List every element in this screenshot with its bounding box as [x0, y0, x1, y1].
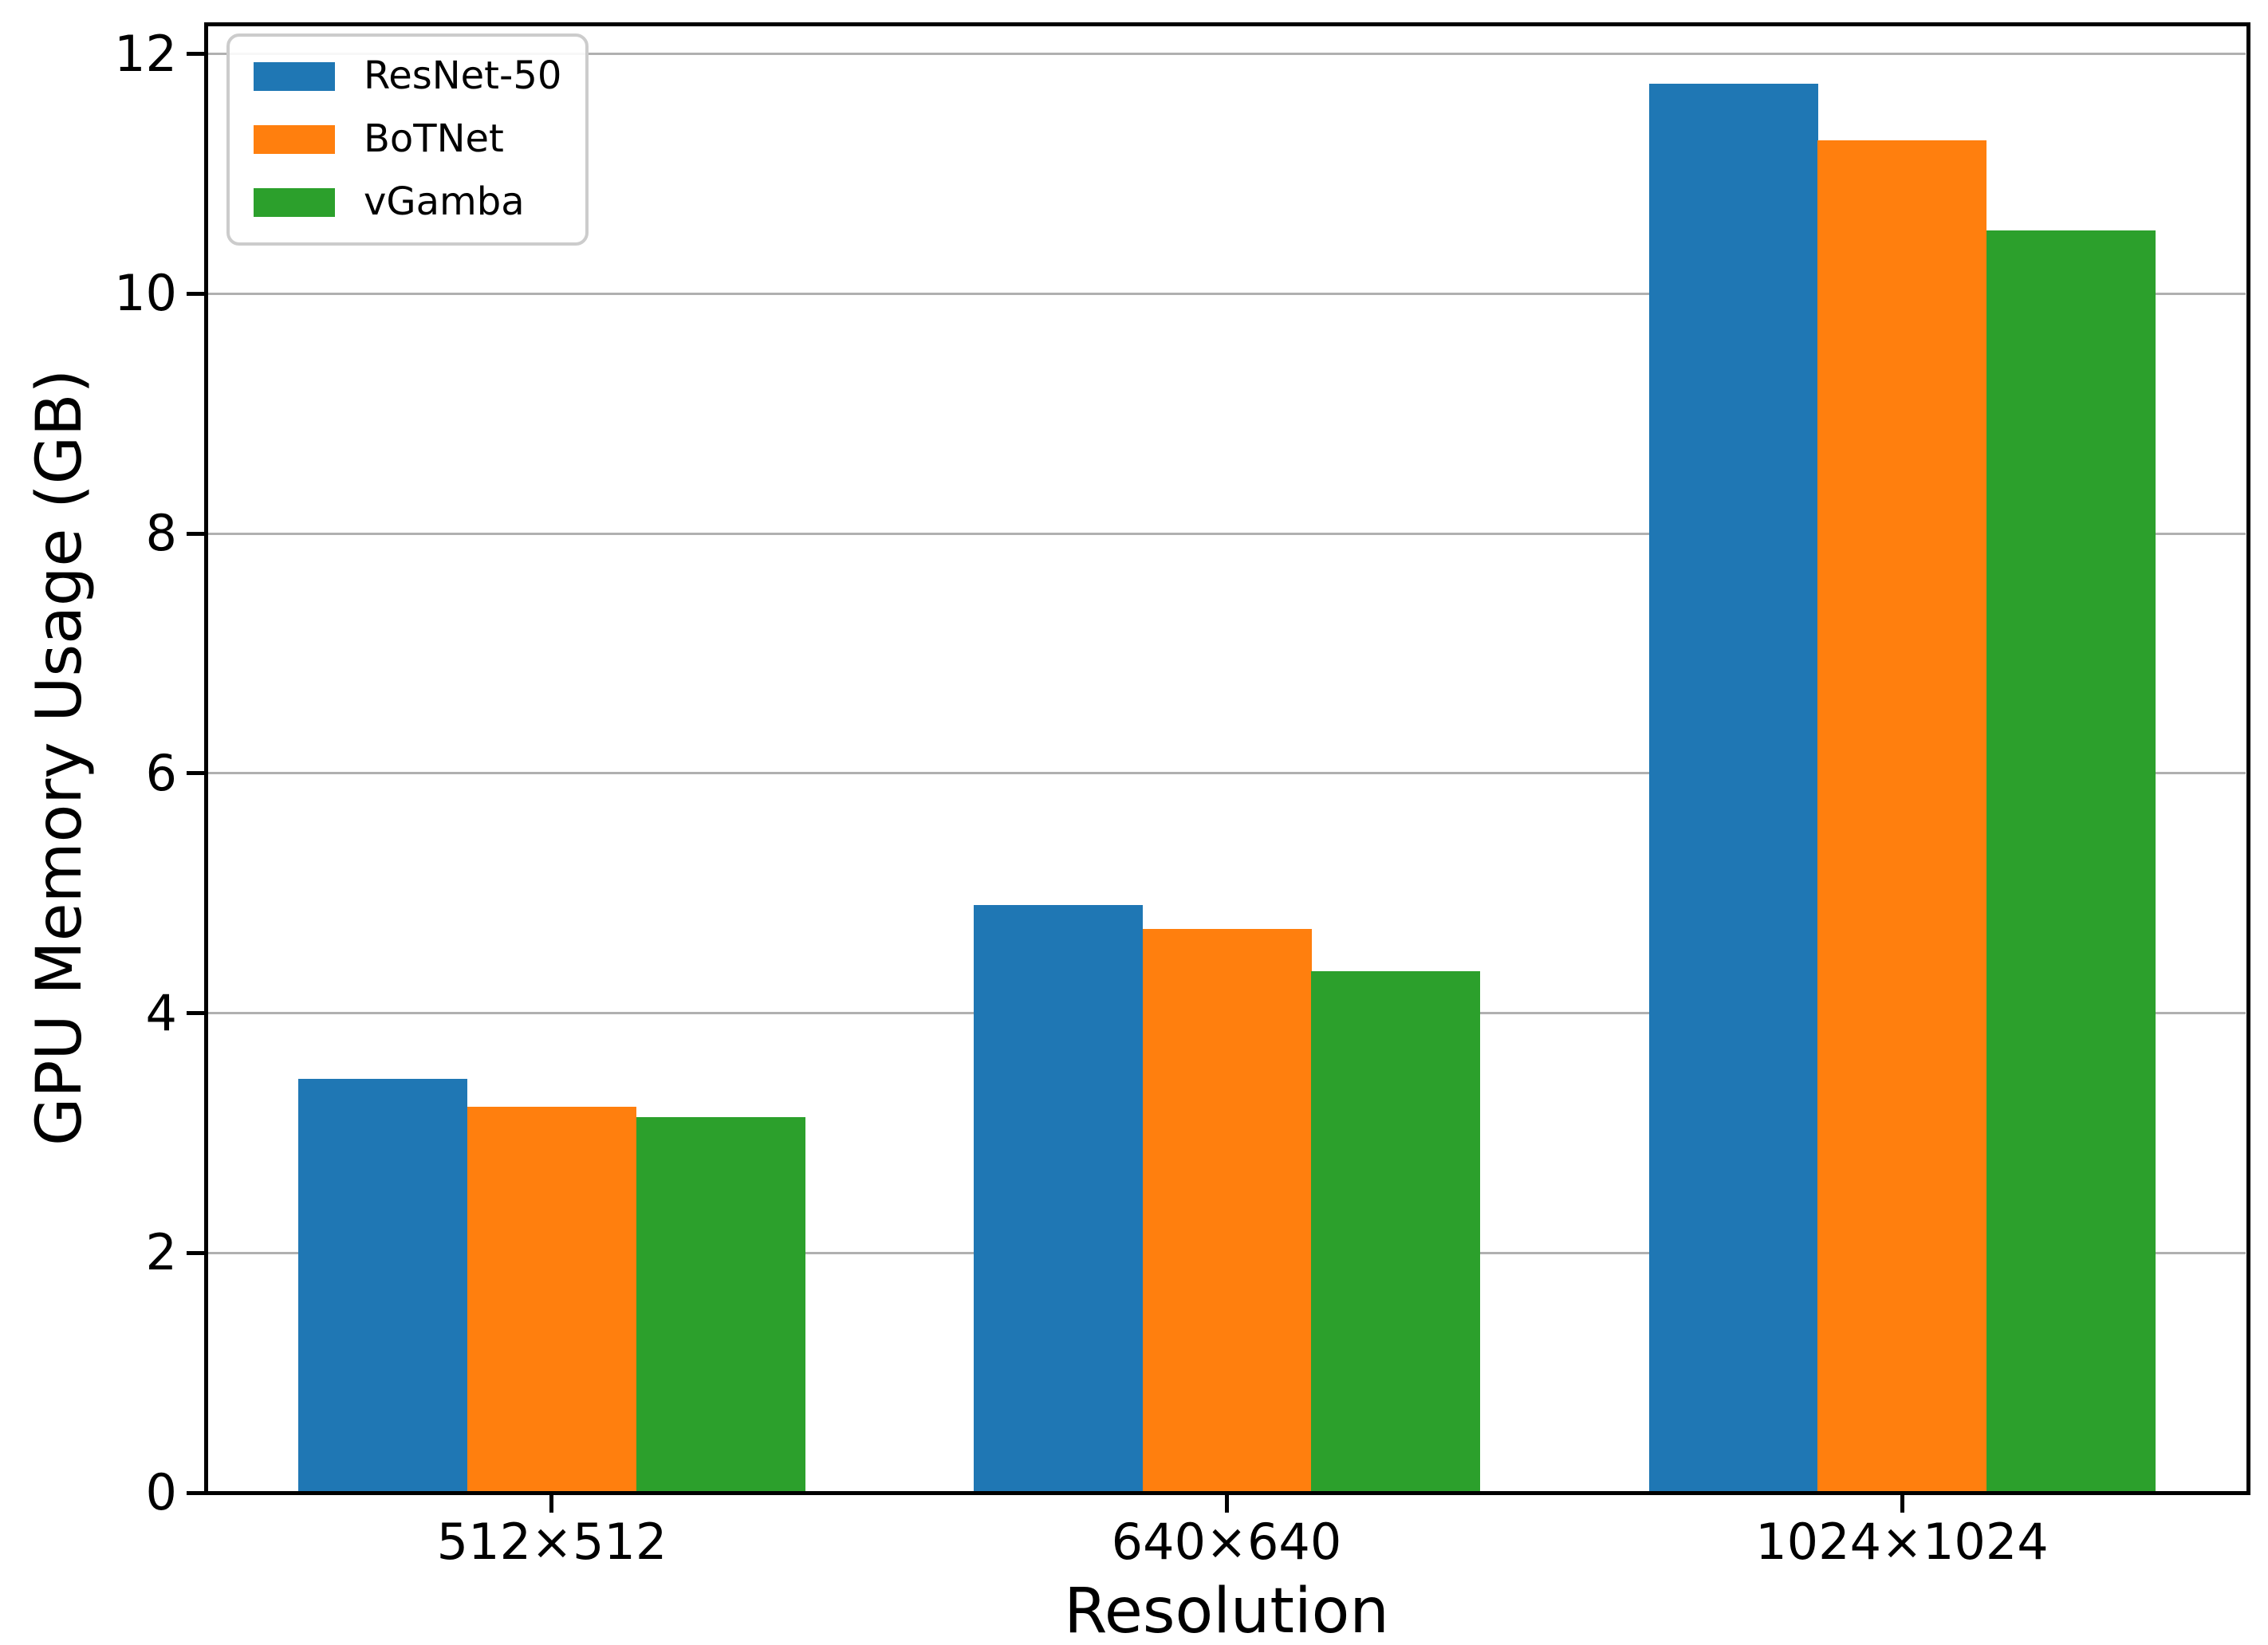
x-tick-label-0: 512×512: [436, 1513, 667, 1571]
spine-right: [2246, 22, 2250, 1495]
y-tick-label-8: 8: [145, 504, 177, 562]
bar-BoTNet-512×512: [467, 1107, 636, 1493]
legend-swatch-icon: [254, 124, 335, 154]
bar-BoTNet-640×640: [1143, 929, 1312, 1493]
x-axis-label: Resolution: [1064, 1576, 1389, 1645]
bar-vGamba-1024×1024: [1986, 230, 2156, 1493]
legend-swatch-icon: [254, 187, 335, 217]
gridline-y-8: [208, 533, 2246, 535]
bar-ResNet-50-512×512: [298, 1079, 467, 1493]
y-tick-10: [187, 292, 204, 296]
gridline-y-6: [208, 772, 2246, 774]
bar-vGamba-640×640: [1311, 971, 1480, 1493]
legend-label: BoTNet: [364, 116, 504, 162]
bar-BoTNet-1024×1024: [1817, 140, 1986, 1493]
x-tick-0: [549, 1495, 553, 1513]
spine-top: [204, 22, 2250, 26]
legend-item-BoTNet: BoTNet: [254, 116, 561, 162]
y-tick-2: [187, 1251, 204, 1255]
bar-ResNet-50-640×640: [974, 905, 1143, 1493]
y-tick-4: [187, 1011, 204, 1015]
x-tick-1: [1225, 1495, 1229, 1513]
bar-ResNet-50-1024×1024: [1649, 84, 1818, 1493]
legend-item-ResNet-50: ResNet-50: [254, 53, 562, 98]
x-tick-label-1: 640×640: [1111, 1513, 1342, 1571]
y-tick-label-2: 2: [145, 1223, 177, 1281]
gridline-y-12: [208, 53, 2246, 55]
legend-label: vGamba: [364, 179, 525, 225]
y-tick-8: [187, 532, 204, 536]
y-tick-12: [187, 52, 204, 56]
bar-vGamba-512×512: [636, 1117, 805, 1493]
y-tick-label-10: 10: [114, 264, 177, 322]
y-tick-label-4: 4: [145, 984, 177, 1042]
spine-left: [204, 22, 208, 1495]
y-axis-label: GPU Memory Usage (GB): [24, 368, 96, 1147]
gridline-y-10: [208, 293, 2246, 295]
y-tick-0: [187, 1491, 204, 1495]
x-tick-2: [1900, 1495, 1904, 1513]
x-tick-label-2: 1024×1024: [1755, 1513, 2049, 1571]
spine-bottom: [204, 1491, 2250, 1495]
y-tick-6: [187, 771, 204, 775]
legend-label: ResNet-50: [364, 53, 562, 98]
legend: ResNet-50 BoTNet vGamba: [226, 33, 589, 246]
y-tick-label-0: 0: [145, 1463, 177, 1521]
y-tick-label-12: 12: [114, 25, 177, 83]
legend-item-vGamba: vGamba: [254, 180, 561, 224]
y-tick-label-6: 6: [145, 744, 177, 802]
legend-swatch-icon: [254, 61, 335, 91]
